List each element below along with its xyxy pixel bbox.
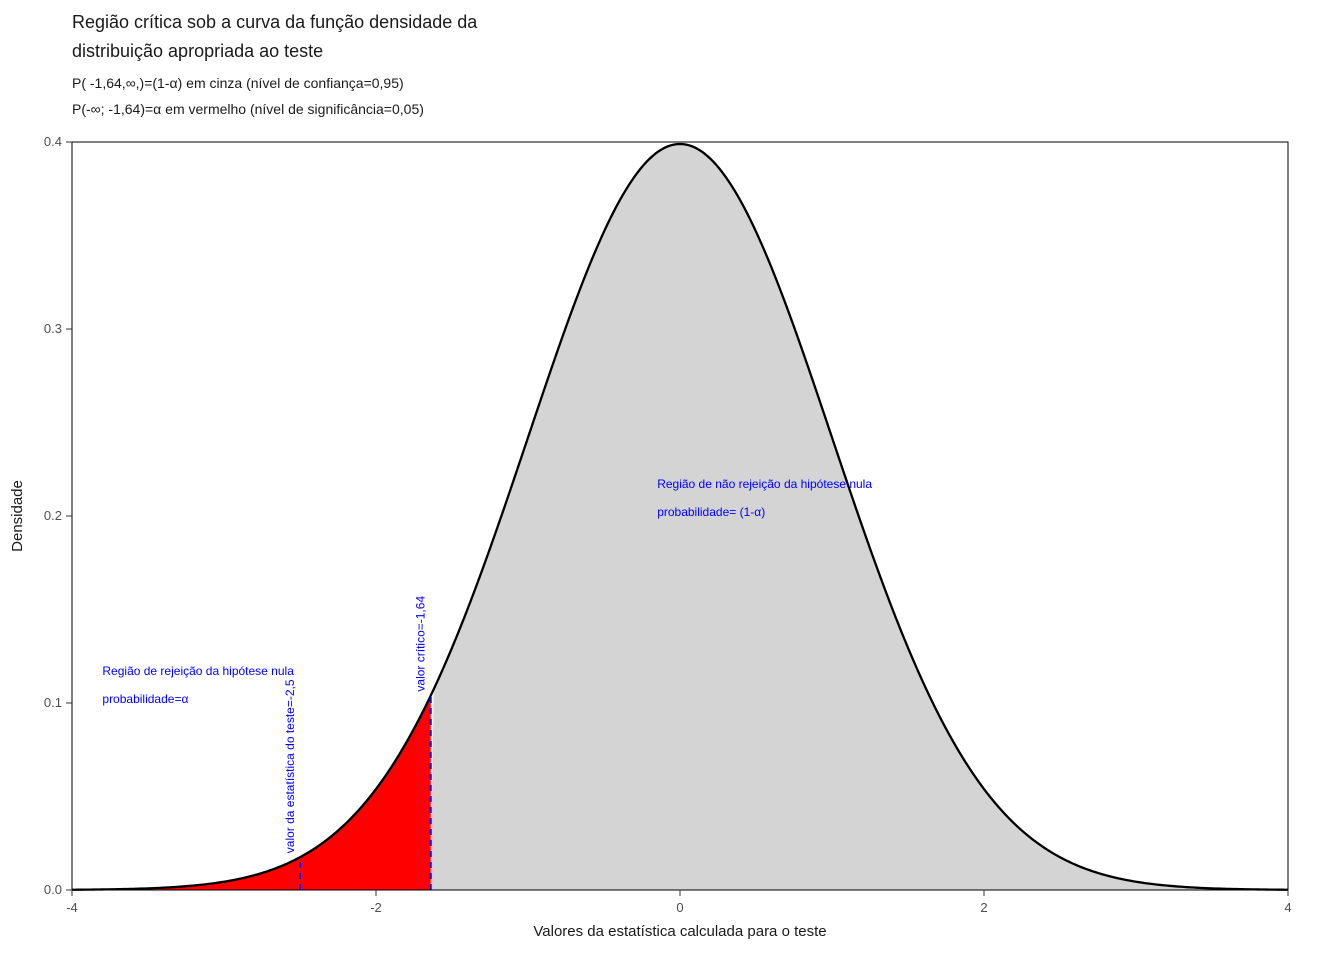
x-tick-label: 4 <box>1284 900 1291 915</box>
x-tick-label: 0 <box>676 900 683 915</box>
y-tick-label: 0.2 <box>44 508 62 523</box>
label-critical: valor crítico=-1,64 <box>414 596 428 692</box>
label-test-stat: valor da estatística do teste=-2,5 <box>283 679 297 853</box>
label-rejection-prob: probabilidade=α <box>102 692 188 706</box>
region-rejection <box>72 696 431 890</box>
label-nonrejection-title: Região de não rejeição da hipótese nula <box>657 477 872 491</box>
y-tick-label: 0.0 <box>44 882 62 897</box>
y-axis-label: Densidade <box>9 480 26 552</box>
y-tick-label: 0.3 <box>44 321 62 336</box>
x-axis-label: Valores da estatística calculada para o … <box>533 923 826 940</box>
x-tick-label: -4 <box>66 900 78 915</box>
y-tick-label: 0.4 <box>44 134 62 149</box>
y-tick-label: 0.1 <box>44 695 62 710</box>
x-tick-label: 2 <box>980 900 987 915</box>
label-rejection-title: Região de rejeição da hipótese nula <box>102 664 294 678</box>
x-tick-label: -2 <box>370 900 382 915</box>
label-nonrejection-prob: probabilidade= (1-α) <box>657 505 765 519</box>
density-plot: -4 -2 0 2 4 0.0 0.1 0.2 0.3 0.4 Valores da estatís… <box>0 0 1344 960</box>
